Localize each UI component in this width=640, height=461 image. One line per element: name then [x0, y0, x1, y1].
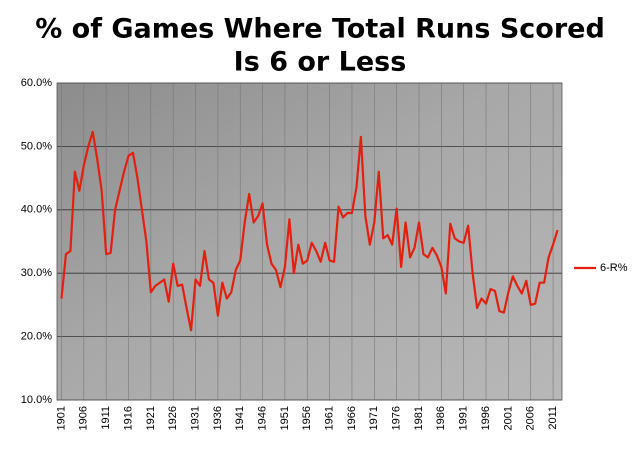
y-tick-label: 40.0% [21, 204, 52, 216]
plot-background [57, 83, 562, 400]
x-tick-label: 1996 [480, 406, 492, 430]
y-tick-label: 60.0% [21, 77, 52, 89]
x-tick-label: 2011 [547, 406, 559, 430]
x-tick-label: 1976 [391, 406, 403, 430]
x-tick-label: 1911 [100, 406, 112, 430]
x-tick-label: 1946 [256, 406, 268, 430]
x-tick-label: 1921 [145, 406, 157, 430]
x-tick-label: 1986 [435, 406, 447, 430]
data-line [60, 130, 559, 332]
chart-title: % of Games Where Total Runs Scored [35, 14, 605, 45]
legend-label: 6-R% [600, 262, 628, 274]
x-tick-label: 1941 [234, 406, 246, 430]
y-tick-label: 20.0% [21, 331, 52, 343]
x-tick-label: 1926 [167, 406, 179, 430]
x-tick-label: 1916 [122, 406, 134, 430]
x-tick-label: 1961 [324, 406, 336, 430]
plot-border [56, 82, 563, 401]
x-tick-label: 1966 [346, 406, 358, 430]
x-tick-label: 1901 [55, 406, 67, 430]
x-tick-label: 1936 [212, 406, 224, 430]
x-tick-label: 1951 [279, 406, 291, 430]
x-tick-label: 1991 [458, 406, 470, 430]
x-tick-label: 1981 [413, 406, 425, 430]
x-tick-label: 1906 [78, 406, 90, 430]
y-tick-label: 50.0% [21, 140, 52, 152]
x-tick-label: 2001 [502, 406, 514, 430]
x-tick-label: 2006 [525, 406, 537, 430]
chart-title: Is 6 or Less [234, 47, 407, 78]
x-tick-label: 1931 [189, 406, 201, 430]
x-tick-label: 1956 [301, 406, 313, 430]
y-tick-label: 30.0% [21, 267, 52, 279]
y-tick-label: 10.0% [21, 394, 52, 406]
x-tick-label: 1971 [368, 406, 380, 430]
